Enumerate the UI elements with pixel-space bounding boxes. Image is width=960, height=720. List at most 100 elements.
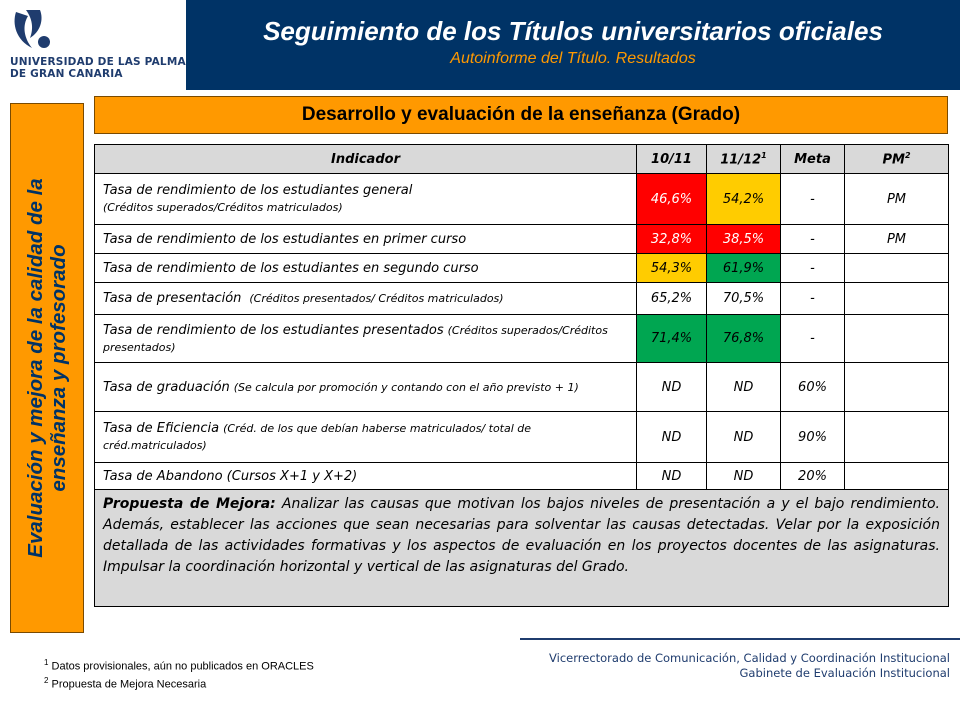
header-indicador: Indicador <box>94 144 637 174</box>
value-meta: - <box>780 314 845 363</box>
indicator-cell: Tasa de Abandono (Cursos X+1 y X+2) <box>94 462 637 490</box>
logo-wordmark: UNIVERSIDAD DE LAS PALMAS DE GRAN CANARI… <box>10 56 194 80</box>
value-pm <box>844 253 949 283</box>
value-10-11: 65,2% <box>636 282 707 315</box>
footnote-1-marker: 1 <box>44 658 49 667</box>
ulpgc-logo-icon <box>14 10 50 48</box>
indicator-cell: Tasa de rendimiento de los estudiantes g… <box>94 173 637 225</box>
university-logo: UNIVERSIDAD DE LAS PALMAS DE GRAN CANARI… <box>0 0 193 90</box>
value-11-12: ND <box>706 411 781 463</box>
value-pm <box>844 282 949 315</box>
value-10-11: ND <box>636 462 707 490</box>
indicator-cell: Tasa de Eficiencia (Créd. de los que deb… <box>94 411 637 463</box>
value-pm <box>844 462 949 490</box>
section-title: Desarrollo y evaluación de la enseñanza … <box>301 104 741 125</box>
vertical-label-line-1: Evaluación y mejora de la calidad de la <box>24 178 47 558</box>
value-pm: PM <box>844 173 949 225</box>
indicator-name: Tasa de rendimiento de los estudiantes p… <box>103 322 444 338</box>
indicator-note: (Créditos presentados/ Créditos matricul… <box>249 292 504 305</box>
page-title: Seguimiento de los Títulos universitario… <box>263 16 883 46</box>
value-11-12: ND <box>706 362 781 412</box>
table-header-row: Indicador 10/11 11/121 Meta PM2 <box>94 144 949 174</box>
value-meta: - <box>780 282 845 315</box>
header-11-12-label: 11/12 <box>720 152 762 168</box>
header-band <box>186 0 960 90</box>
header-10-11: 10/11 <box>636 144 707 174</box>
value-10-11: 32,8% <box>636 224 707 254</box>
indicator-name: Tasa de rendimiento de los estudiantes e… <box>103 260 479 276</box>
value-meta: 60% <box>780 362 845 412</box>
footnote-2-text: Propuesta de Mejora Necesaria <box>51 678 207 691</box>
footnote-2-marker: 2 <box>44 675 49 685</box>
header-11-12: 11/121 <box>706 144 781 174</box>
value-11-12: 70,5% <box>706 282 781 315</box>
indicator-note: (Se calcula por promoción y contando con… <box>233 380 579 394</box>
page-subtitle: Autoinforme del Título. Resultados <box>450 50 696 67</box>
indicator-name: Tasa de presentación <box>103 291 242 306</box>
indicators-table-wrapper: Indicador 10/11 11/121 Meta PM2 Tasa de … <box>94 144 949 607</box>
value-10-11: ND <box>636 362 707 412</box>
value-pm <box>844 362 949 412</box>
institutional-credits: Vicerrectorado de Comunicación, Calidad … <box>549 651 950 681</box>
table-row: Tasa de graduación (Se calcula por promo… <box>94 362 949 412</box>
footnotes: 1 Datos provisionales, aún no publicados… <box>44 656 314 691</box>
indicator-name: Tasa de graduación <box>103 379 230 395</box>
proposal-row: Propuesta de Mejora: Analizar las causas… <box>94 489 949 607</box>
footnote-1: 1 Datos provisionales, aún no publicados… <box>44 656 314 674</box>
vertical-label-line-2: enseñanza y profesorado <box>47 244 70 492</box>
logo-line-1: UNIVERSIDAD DE LAS PALMAS <box>10 56 194 68</box>
indicator-name: Tasa de Eficiencia <box>103 421 220 436</box>
indicator-note: (Créditos superados/Créditos matriculado… <box>103 201 343 214</box>
footnote-ref-2: 2 <box>904 150 911 160</box>
value-11-12: ND <box>706 462 781 490</box>
indicator-note: (Créd. de los que debían haberse matricu… <box>103 422 532 452</box>
header-pm: PM2 <box>844 144 949 174</box>
value-11-12: 61,9% <box>706 253 781 283</box>
value-pm: PM <box>844 224 949 254</box>
table-row: Tasa de Abandono (Cursos X+1 y X+2) ND N… <box>94 462 949 490</box>
value-10-11: 46,6% <box>636 173 707 225</box>
indicator-cell: Tasa de rendimiento de los estudiantes e… <box>94 224 637 254</box>
indicator-name: Tasa de rendimiento de los estudiantes e… <box>103 231 467 247</box>
value-10-11: ND <box>636 411 707 463</box>
indicator-name: Tasa de rendimiento de los estudiantes g… <box>103 183 413 198</box>
proposal-cell: Propuesta de Mejora: Analizar las causas… <box>94 489 949 607</box>
indicator-cell: Tasa de rendimiento de los estudiantes e… <box>94 253 637 283</box>
indicator-note: (Créditos superados/Créditos presentados… <box>103 323 608 354</box>
indicator-cell: Tasa de rendimiento de los estudiantes p… <box>94 314 637 363</box>
value-pm <box>844 314 949 363</box>
credits-line-2: Gabinete de Evaluación Institucional <box>739 666 951 680</box>
vertical-label-text: Evaluación y mejora de la calidad de la … <box>24 108 70 628</box>
logo-line-2: DE GRAN CANARIA <box>10 68 123 80</box>
value-meta: 20% <box>780 462 845 490</box>
table-row: Tasa de rendimiento de los estudiantes e… <box>94 253 949 283</box>
table-row: Tasa de rendimiento de los estudiantes p… <box>94 314 949 363</box>
section-banner: Desarrollo y evaluación de la enseñanza … <box>94 96 948 134</box>
proposal-text: Analizar las causas que motivan los bajo… <box>103 496 940 575</box>
value-meta: - <box>780 253 845 283</box>
header-pm-label: PM <box>882 152 905 168</box>
indicator-cell: Tasa de presentación (Créditos presentad… <box>94 282 637 315</box>
value-meta: - <box>780 173 845 225</box>
value-11-12: 76,8% <box>706 314 781 363</box>
value-11-12: 38,5% <box>706 224 781 254</box>
table-row: Tasa de presentación (Créditos presentad… <box>94 282 949 315</box>
header-meta: Meta <box>780 144 845 174</box>
footnote-1-text: Datos provisionales, aún no publicados e… <box>51 660 314 673</box>
value-meta: - <box>780 224 845 254</box>
vertical-section-label: Evaluación y mejora de la calidad de la … <box>10 103 84 633</box>
table-row: Tasa de rendimiento de los estudiantes g… <box>94 173 949 225</box>
table-row: Tasa de rendimiento de los estudiantes e… <box>94 224 949 254</box>
value-11-12: 54,2% <box>706 173 781 225</box>
indicator-cell: Tasa de graduación (Se calcula por promo… <box>94 362 637 412</box>
value-pm <box>844 411 949 463</box>
proposal-label: Propuesta de Mejora: <box>103 496 276 512</box>
footnote-2: 2 Propuesta de Mejora Necesaria <box>44 674 314 692</box>
table-row: Tasa de Eficiencia (Créd. de los que deb… <box>94 411 949 463</box>
value-10-11: 71,4% <box>636 314 707 363</box>
credits-line-1: Vicerrectorado de Comunicación, Calidad … <box>549 651 950 665</box>
indicator-name: Tasa de Abandono (Cursos X+1 y X+2) <box>103 468 358 484</box>
footnote-ref-1: 1 <box>761 150 767 160</box>
value-meta: 90% <box>780 411 845 463</box>
value-10-11: 54,3% <box>636 253 707 283</box>
